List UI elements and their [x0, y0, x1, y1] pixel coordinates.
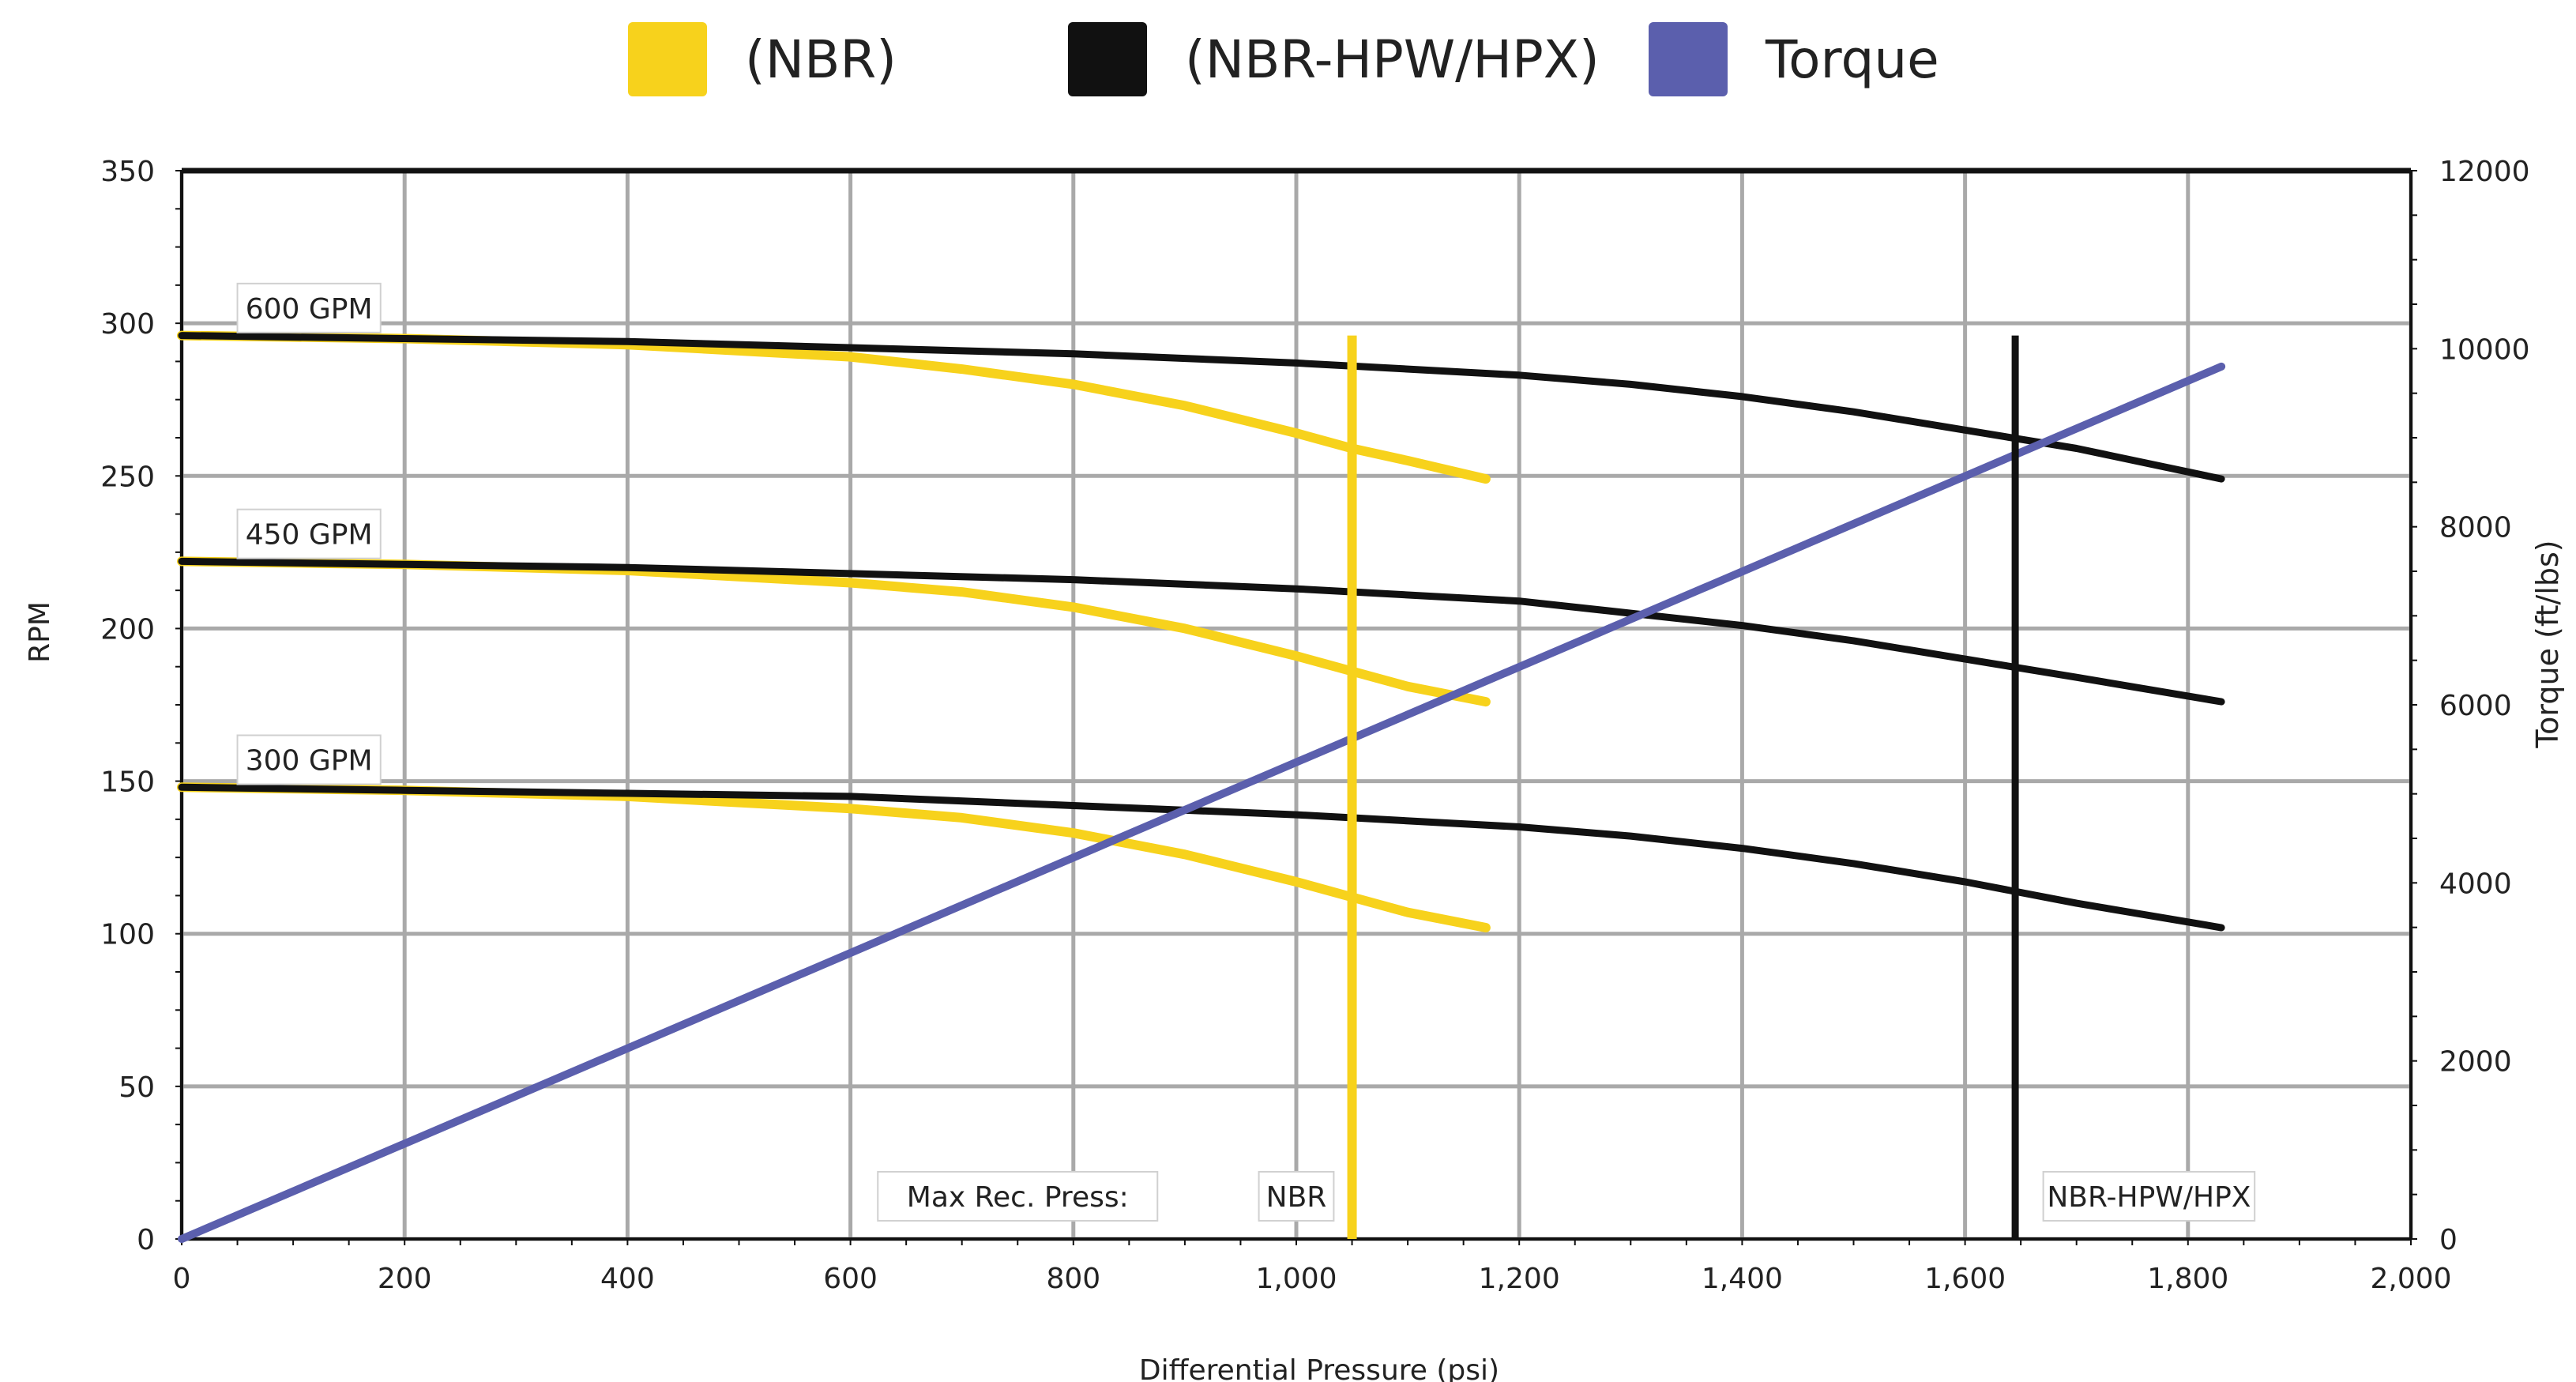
max-pressure-lines	[1347, 335, 2019, 1239]
legend-item-torque: Torque	[1649, 16, 1939, 103]
series-line-torque	[178, 362, 2226, 1243]
y-tick-label: 250	[100, 461, 155, 493]
tick-labels: 0 200 400 600 800 1,000 1,200 1,400 1,600 1,800 2,…	[100, 156, 2529, 1295]
y2-tick-label: 12000	[2439, 156, 2530, 188]
x-tick-label: 800	[1046, 1263, 1100, 1295]
annotation-2-text: NBR-HPW/HPX	[2047, 1181, 2251, 1214]
legend-label-torque: Torque	[1766, 28, 1939, 90]
y-tick-label: 50	[118, 1071, 155, 1104]
annotation-0: Max Rec. Press:	[877, 1170, 1159, 1222]
annotation-0-box	[877, 1170, 1159, 1222]
x-tick-label: 1,000	[1255, 1263, 1337, 1295]
annotation-1: NBR	[1258, 1170, 1335, 1222]
y-tick-label: 350	[100, 156, 155, 188]
series-line-nbr-300-gpm	[177, 782, 1491, 932]
series-lines	[177, 330, 2226, 1243]
legend-item-nbr-hpw-hpx: (NBR-HPW/HPX)	[1068, 16, 1600, 103]
annotation-1-box	[1258, 1170, 1335, 1222]
series-line-nbr-450-gpm	[177, 556, 1491, 707]
annotation-1-text: NBR	[1266, 1181, 1327, 1214]
y-tick-label: 100	[100, 919, 155, 951]
y2-tick-label: 0	[2439, 1224, 2458, 1256]
curve-label-300-gpm-box	[236, 734, 382, 785]
x-tick-label: 1,400	[1702, 1263, 1783, 1295]
y2-tick-label: 8000	[2439, 512, 2512, 544]
y2-tick-label: 2000	[2439, 1046, 2512, 1079]
x-axis-label: Differential Pressure (psi)	[1139, 1354, 1499, 1382]
curve-label-600-gpm-box	[236, 282, 382, 333]
y2-tick-label: 6000	[2439, 690, 2512, 722]
legend: (NBR) (NBR-HPW/HPX) Torque	[0, 16, 2576, 103]
curve-label-300-gpm: 300 GPM	[236, 734, 382, 785]
curve-labels: 600 GPM 450 GPM 300 GPM Max Rec. Press: NBR N…	[236, 282, 2256, 1222]
y-tick-label: 150	[100, 766, 155, 799]
curve-label-450-gpm: 450 GPM	[236, 508, 382, 559]
annotation-0-text: Max Rec. Press:	[907, 1181, 1129, 1214]
legend-swatch-torque	[1649, 22, 1728, 96]
legend-label-nbr-hpw-hpx: (NBR-HPW/HPX)	[1185, 28, 1600, 90]
annotation-2: NBR-HPW/HPX	[2042, 1170, 2256, 1222]
y2-axis-label: Torque (ft/lbs)	[2530, 540, 2565, 748]
grid	[179, 168, 2413, 1241]
x-tick-label: 1,600	[1924, 1263, 2006, 1295]
x-tick-label: 1,200	[1479, 1263, 1560, 1295]
x-tick-label: 600	[823, 1263, 878, 1295]
curve-label-450-gpm-text: 450 GPM	[246, 519, 373, 552]
y-axis-label: RPM	[24, 601, 56, 663]
y2-tick-label: 4000	[2439, 868, 2512, 900]
y-tick-label: 300	[100, 308, 155, 341]
y2-tick-label: 10000	[2439, 333, 2530, 366]
series-line-hpw-450-gpm	[178, 557, 2225, 706]
series-line-nbr-600-gpm	[177, 330, 1491, 484]
legend-label-nbr: (NBR)	[745, 28, 897, 90]
legend-swatch-nbr-hpw-hpx	[1068, 22, 1147, 96]
y-tick-label: 0	[137, 1224, 155, 1256]
x-tick-label: 400	[600, 1263, 655, 1295]
annotation-2-box	[2042, 1170, 2256, 1222]
y-tick-label: 200	[100, 613, 155, 646]
x-tick-label: 1,800	[2147, 1263, 2228, 1295]
curve-label-600-gpm-text: 600 GPM	[246, 293, 373, 326]
curve-label-300-gpm-text: 300 GPM	[246, 745, 373, 778]
series-line-hpw-600-gpm	[178, 332, 2225, 483]
x-tick-label: 200	[378, 1263, 432, 1295]
legend-swatch-nbr	[628, 22, 707, 96]
curve-label-450-gpm-box	[236, 508, 382, 559]
series-line-hpw-300-gpm	[178, 783, 2225, 932]
curve-label-600-gpm: 600 GPM	[236, 282, 382, 333]
x-tick-label: 2,000	[2370, 1263, 2451, 1295]
legend-item-nbr: (NBR)	[628, 16, 897, 103]
x-tick-label: 0	[173, 1263, 191, 1295]
plot-frame	[175, 168, 2417, 1245]
